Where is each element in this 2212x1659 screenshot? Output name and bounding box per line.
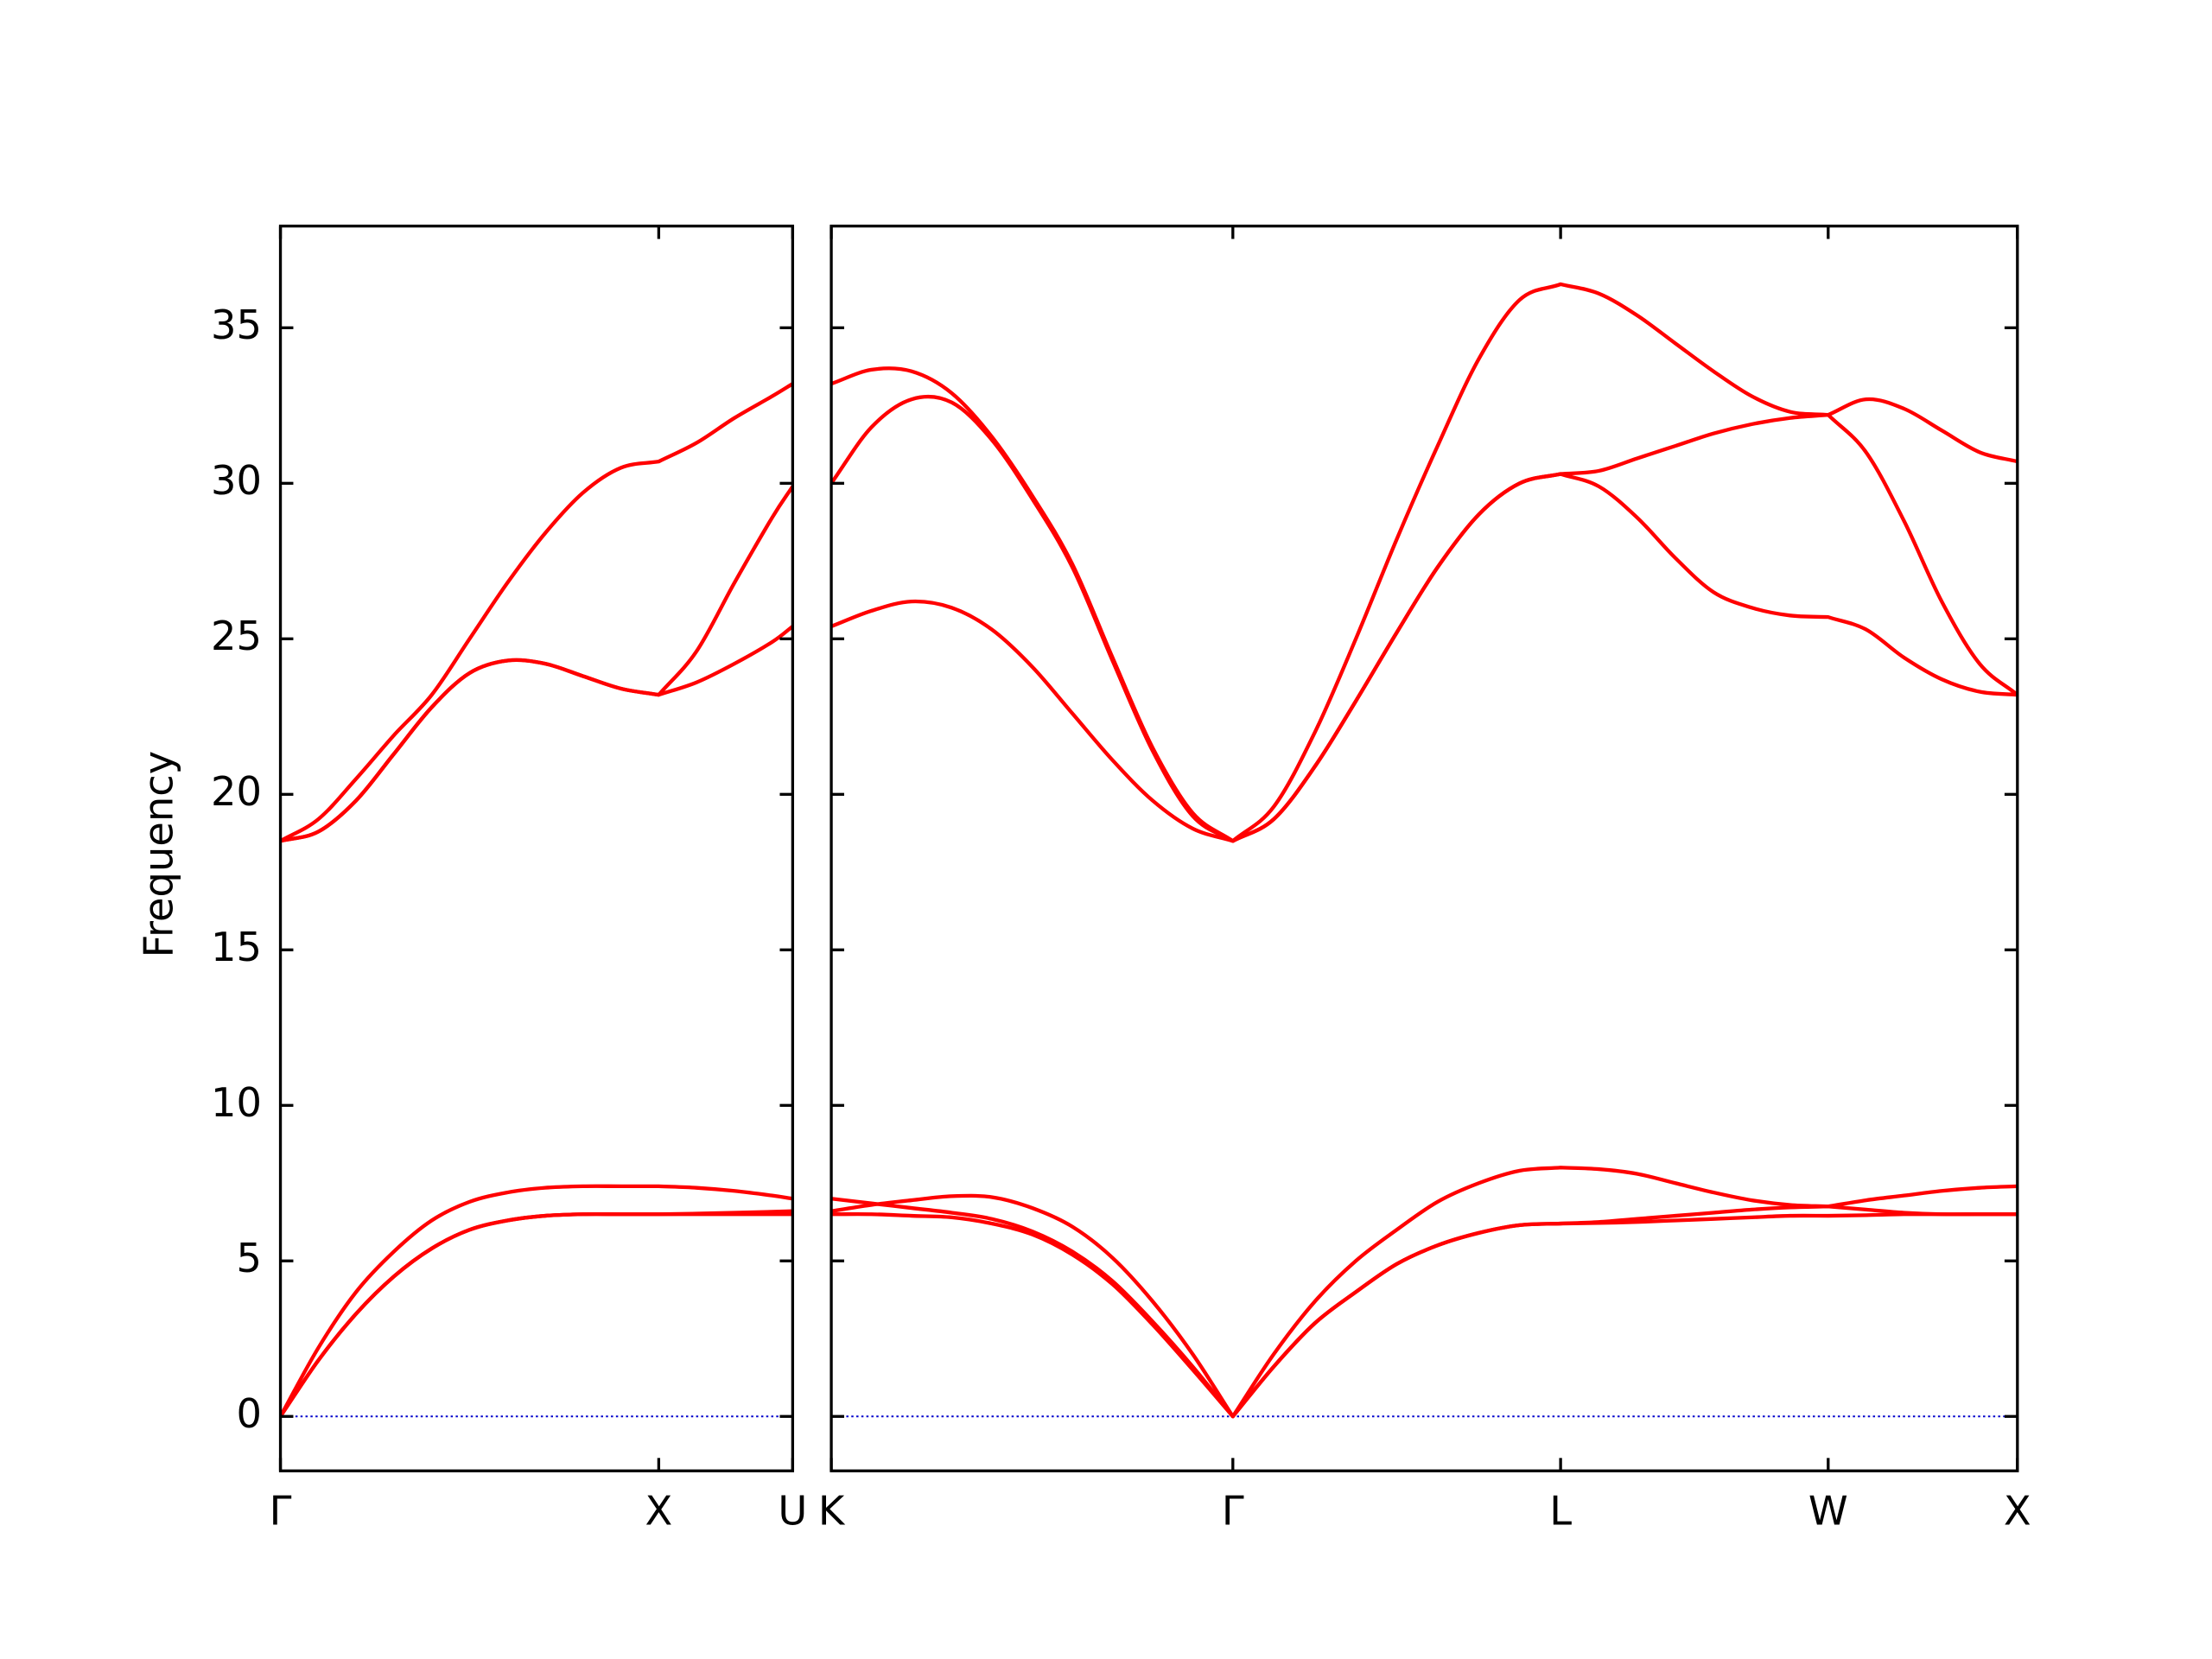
y-tick-label: 35 [211,302,262,348]
plot-frame [830,224,2019,1472]
band-line [831,1166,2018,1419]
band-line [280,1184,793,1418]
band-line [280,625,793,843]
y-axis-label: Frequency [136,751,182,958]
x-tick-label: L [1549,1487,1572,1534]
x-tick-label: X [2004,1487,2031,1534]
x-tick-label: K [818,1487,846,1534]
band-line [280,485,793,843]
band-line [280,1211,793,1418]
x-tick-label: Γ [270,1487,292,1534]
x-tick-label: Γ [1222,1487,1244,1534]
x-tick-label: X [645,1487,672,1534]
band-line [831,472,2018,843]
x-tick-label: U [778,1487,807,1534]
band-line [280,1209,793,1418]
y-tick-label: 30 [211,457,262,504]
y-tick-label: 15 [211,924,262,970]
y-tick-label: 25 [211,613,262,659]
band-line [831,1211,2018,1419]
band-line [831,282,2018,843]
y-tick-label: 0 [237,1390,263,1437]
plot-frame [278,224,795,1472]
y-tick-label: 20 [211,768,262,815]
band-line [280,382,793,843]
y-tick-label: 10 [211,1079,262,1126]
x-tick-label: W [1808,1487,1848,1534]
y-tick-label: 5 [237,1235,263,1281]
